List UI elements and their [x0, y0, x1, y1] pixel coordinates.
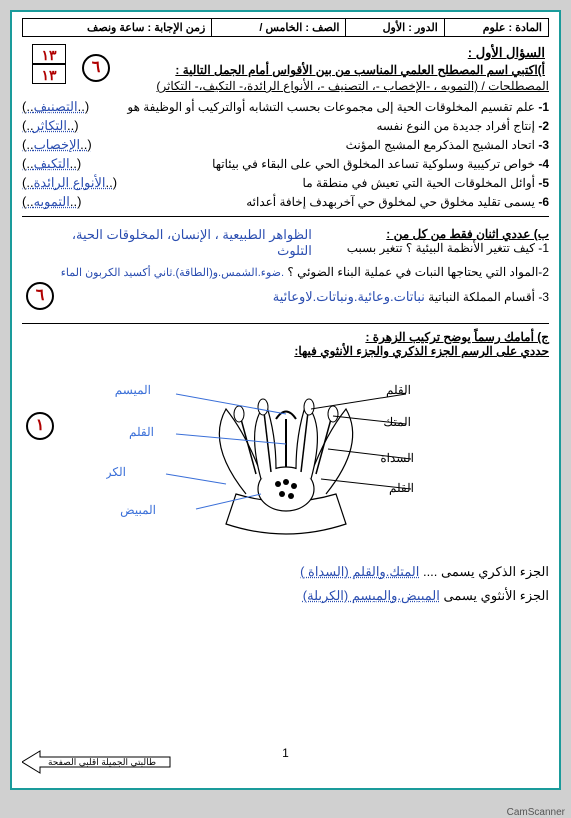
section-b: ب) عددي اثنان فقط من كل من : 1- كيف تتغي…	[22, 227, 549, 305]
q1-item: 6- يسمى تقليد مخلوق حي لمخلوق حي آخربهدف…	[22, 194, 549, 210]
lbl-mabid: المبيض	[120, 503, 156, 517]
lbl-qalam3: القلم	[388, 481, 413, 495]
q1-answer-4: التكيف	[22, 156, 81, 172]
score-bottom: ١٣	[32, 64, 66, 84]
q1-title: السؤال الأول :	[132, 45, 545, 61]
circle-qb: ٦	[26, 282, 54, 310]
q1-item: 3- اتحاد المشيج المذكرمع المشيج المؤنث ا…	[22, 137, 549, 153]
qc-ans1: المتك.والقلم (السداة )	[300, 564, 419, 579]
flower-diagram: الميسم القلم الكربلة المبيض القلم المتك …	[22, 364, 549, 544]
q1-answer-3: الإخصاب	[22, 137, 92, 153]
q1-answer-6: التمويه	[22, 194, 81, 210]
divider	[22, 323, 549, 324]
q1-item: 4- خواص تركيبية وسلوكية تساعد المخلوق ال…	[22, 156, 549, 172]
q1-answer-5: الأنواع الرائدة	[22, 175, 117, 191]
qc-sub: حددي على الرسم الجزء الذكري والجزء الأنث…	[294, 344, 549, 358]
lbl-mitak: المتك	[383, 415, 411, 429]
lbl-qalam2: القلم	[385, 383, 410, 397]
qb-l3-answer: نباتات.وعائية.ونباتات.لاوعائية	[273, 289, 425, 304]
turn-page-arrow: طالبتي الجميلة اقلبي الصفحة	[22, 749, 172, 778]
hdr-time: زمن الإجابة : ساعة ونصف	[23, 19, 212, 37]
qb-head: ب) عددي اثنان فقط من كل من :	[386, 227, 549, 241]
exam-page: المادة : علوم الدور : الأول الصف : الخام…	[10, 10, 561, 790]
lbl-sadaa: السداة	[380, 451, 414, 465]
lbl-qalam: القلم	[128, 425, 153, 439]
qb-l2: 2-المواد التي يحتاجها النبات في عملية ال…	[284, 265, 549, 279]
q1-item: 2- إنتاج أفراد جديدة من النوع نفسه التكا…	[22, 118, 549, 134]
divider	[22, 216, 549, 217]
qc-ans1-pre: الجزء الذكري يسمى ....	[423, 564, 549, 579]
score-box: ١٣ ١٣	[32, 44, 66, 84]
qb-l3: 3- أقسام المملكة النباتية	[425, 290, 549, 304]
qb-l1: 1- كيف تتغير الأنظمة البيئية ؟ تتغير بسب…	[347, 241, 549, 255]
q1-item: 5- أوائل المخلوقات الحية التي تعيش في من…	[22, 175, 549, 191]
qb-l2-answer: .ضوء.الشمس.و(الطاقة).ثاني أكسيد الكربون …	[61, 267, 284, 279]
hdr-round: الدور : الأول	[346, 19, 444, 37]
q1-item: 1- علم تقسيم المخلوقات الحية إلى مجموعات…	[22, 99, 549, 115]
q1-items: 1- علم تقسيم المخلوقات الحية إلى مجموعات…	[22, 99, 549, 210]
q1-answer-1: التصنيف	[22, 99, 89, 115]
qc-title: ج) أمامك رسماً يوضح تركيب الزهرة :	[365, 330, 549, 344]
circle-qc: ١	[26, 412, 54, 440]
qc-ans2-pre: الجزء الأنثوي يسمى	[440, 588, 549, 603]
qb-l1-answer: الظواهر الطبيعية ، الإنسان، المخلوقات ال…	[48, 227, 312, 259]
hdr-subject: المادة : علوم	[444, 19, 548, 37]
score-top: ١٣	[32, 44, 66, 64]
q1-subtitle: أ)اكتبي اسم المصطلح العلمي المناسب من بي…	[132, 63, 545, 77]
turn-text: طالبتي الجميلة اقلبي الصفحة	[48, 757, 156, 767]
page-number: 1	[282, 746, 289, 760]
circle-q1: ٦	[82, 54, 110, 82]
qc-ans2: المبيض.والميسم (الكربلة)	[303, 588, 440, 603]
header-table: المادة : علوم الدور : الأول الصف : الخام…	[22, 18, 549, 37]
lbl-karbela: الكربلة	[106, 465, 126, 479]
scanner-watermark: CamScanner	[507, 807, 565, 818]
hdr-grade: الصف : الخامس /	[212, 19, 346, 37]
qc-answers: الجزء الذكري يسمى .... المتك.والقلم (الس…	[22, 564, 549, 604]
q1-terms: المصطلحات / (التمويه ، -الإخصاب -، التصن…	[22, 79, 549, 93]
lbl-misam: الميسم	[114, 383, 150, 397]
q1-answer-2: التكاثر	[22, 118, 79, 134]
